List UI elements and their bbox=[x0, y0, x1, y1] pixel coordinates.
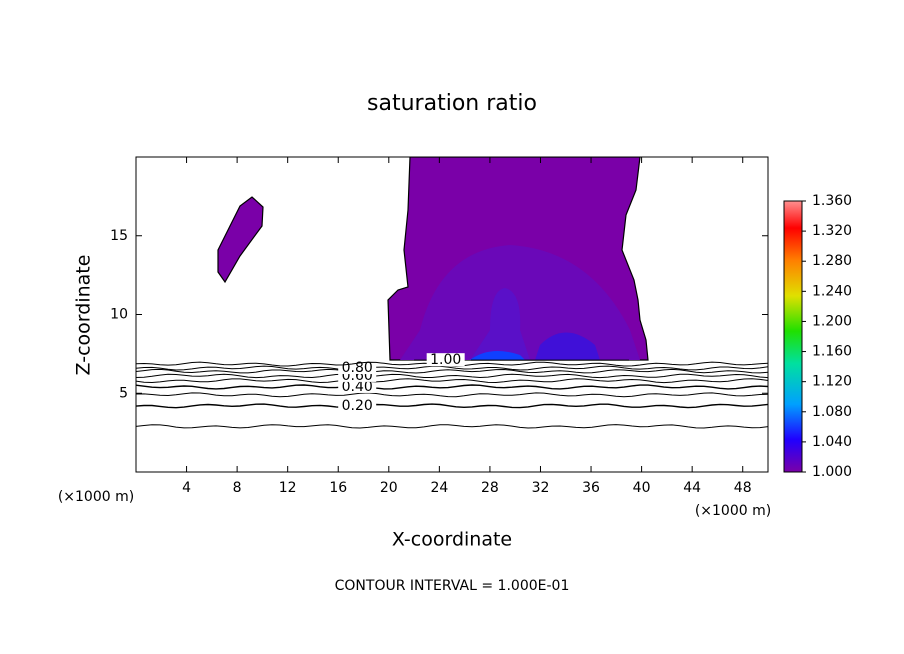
x-tick-label: 36 bbox=[582, 480, 600, 496]
contour-line bbox=[135, 384, 769, 390]
contour-label-bg bbox=[338, 398, 377, 412]
colorbar-tick-label: 1.120 bbox=[812, 374, 852, 390]
colorbar-tick-label: 1.080 bbox=[812, 404, 852, 420]
colorbar-tick-label: 1.240 bbox=[812, 283, 852, 299]
colorbar-tick-label: 1.000 bbox=[812, 464, 852, 480]
contour-label: 0.40 bbox=[342, 379, 373, 395]
x-tick-label: 12 bbox=[279, 480, 297, 496]
plume-core bbox=[470, 288, 530, 360]
blob bbox=[217, 196, 264, 284]
colorbar-tick-label: 1.040 bbox=[812, 434, 852, 450]
colorbar-tick-label: 1.200 bbox=[812, 313, 852, 329]
plume-core bbox=[535, 332, 600, 360]
contour-line bbox=[135, 424, 769, 429]
contour-label-bg bbox=[338, 379, 377, 393]
contour-line bbox=[135, 392, 769, 398]
contour-line bbox=[135, 378, 769, 384]
contour-line bbox=[135, 403, 769, 409]
contour-line bbox=[135, 368, 769, 374]
x-tick-label: 16 bbox=[329, 480, 347, 496]
contour-label: 0.20 bbox=[342, 398, 373, 414]
axis-unit-label: (×1000 m) bbox=[695, 503, 771, 519]
contour-line bbox=[135, 373, 769, 379]
y-tick-label: 15 bbox=[110, 228, 128, 244]
x-tick-label: 4 bbox=[182, 480, 191, 496]
axis-unit-label: (×1000 m) bbox=[58, 489, 134, 505]
colorbar bbox=[783, 200, 803, 473]
colorbar-tick-label: 1.320 bbox=[812, 223, 852, 239]
contour-line bbox=[135, 365, 769, 371]
x-tick-label: 40 bbox=[633, 480, 651, 496]
filled-regions bbox=[217, 157, 649, 361]
x-tick-label: 28 bbox=[481, 480, 499, 496]
chart-title: saturation ratio bbox=[367, 91, 537, 116]
contour-lines: 0.200.400.600.80 1.00 bbox=[135, 352, 769, 429]
colorbar-tick-label: 1.280 bbox=[812, 253, 852, 269]
y-tick-label: 10 bbox=[110, 307, 128, 323]
x-tick-label: 32 bbox=[532, 480, 550, 496]
footnote: CONTOUR INTERVAL = 1.000E-01 bbox=[335, 578, 570, 594]
plume-core bbox=[470, 351, 525, 360]
x-tick-label: 44 bbox=[683, 480, 701, 496]
x-tick-label: 24 bbox=[430, 480, 448, 496]
colorbar-tick-label: 1.160 bbox=[812, 344, 852, 360]
contour-label: 1.00 bbox=[430, 352, 461, 368]
x-tick-label: 8 bbox=[233, 480, 242, 496]
colorbar-tick-label: 1.360 bbox=[812, 193, 852, 209]
y-tick-label: 5 bbox=[119, 385, 128, 401]
plume-core bbox=[400, 245, 640, 360]
contour-label-bg bbox=[426, 353, 465, 367]
y-axis-label: Z-coordinate bbox=[73, 255, 95, 376]
x-axis-label: X-coordinate bbox=[392, 529, 512, 551]
x-tick-label: 48 bbox=[734, 480, 752, 496]
x-tick-label: 20 bbox=[380, 480, 398, 496]
